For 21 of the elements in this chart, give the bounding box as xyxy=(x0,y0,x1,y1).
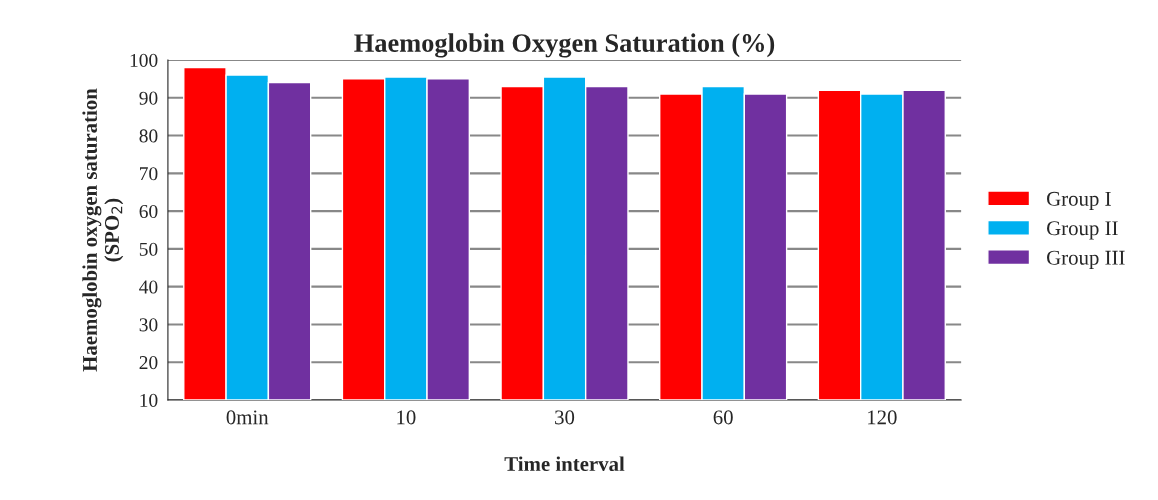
x-tick-label: 30 xyxy=(555,410,575,425)
y-tick-label: 70 xyxy=(140,167,158,181)
y-tick-label: 10 xyxy=(140,393,158,407)
y-tick-label: 50 xyxy=(139,242,158,256)
x-tick-label: 60 xyxy=(713,410,733,425)
y-tick-label: 20 xyxy=(139,356,158,370)
y-axis-title: Haemoglobin oxygen saturation (SPO$_{2}$) xyxy=(82,88,124,372)
chart-title: Haemoglobin Oxygen Saturation (%) xyxy=(354,33,775,58)
legend-label: Group II xyxy=(1047,221,1118,240)
x-tick-label: 120 xyxy=(868,410,897,425)
y-tick-label: 40 xyxy=(139,280,158,294)
legend-label: Group I xyxy=(1047,191,1111,211)
x-tick-label: 0min xyxy=(226,410,269,425)
x-axis-title: Time interval xyxy=(504,456,625,472)
y-tick-label: 100 xyxy=(130,53,158,67)
y-tick-label: 80 xyxy=(139,129,158,143)
y-tick-label: 60 xyxy=(139,204,158,219)
y-tick-label: 90 xyxy=(139,91,158,105)
x-tick-label: 10 xyxy=(397,410,416,425)
y-tick-label: 30 xyxy=(139,318,158,332)
legend-label: Group III xyxy=(1047,250,1125,269)
